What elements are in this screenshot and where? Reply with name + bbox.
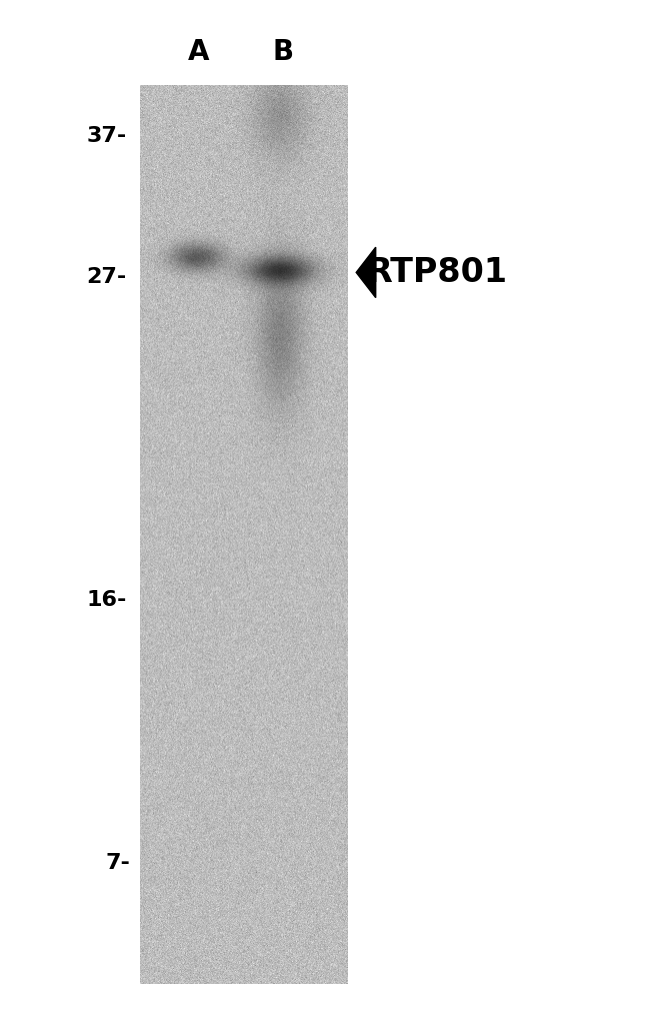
Text: 16-: 16- [86,590,127,610]
Text: B: B [272,37,293,66]
Text: 37-: 37- [86,126,127,146]
Text: 7-: 7- [105,853,130,873]
Text: A: A [187,37,209,66]
Text: 27-: 27- [86,267,127,288]
Text: RTP801: RTP801 [367,256,508,289]
Polygon shape [356,247,376,298]
